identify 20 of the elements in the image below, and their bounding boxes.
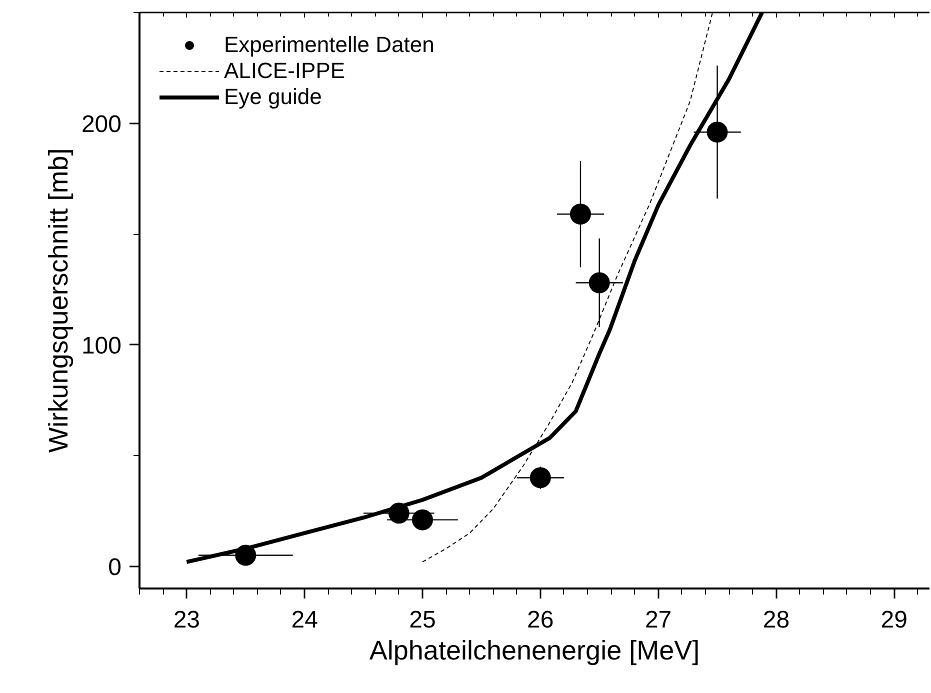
legend-label: Eye guide <box>224 84 322 110</box>
y-tick-label: 200 <box>81 110 122 138</box>
y-tick-label: 0 <box>108 554 122 581</box>
x-tick-label: 26 <box>527 606 554 634</box>
legend-label: ALICE-IPPE <box>224 58 346 84</box>
legend-label: Experimentelle Daten <box>224 32 434 58</box>
x-tick-label: 29 <box>880 606 908 634</box>
point <box>570 204 591 225</box>
point <box>412 509 433 530</box>
x-tick-label: 24 <box>291 606 318 634</box>
x-tick-label: 27 <box>644 606 672 634</box>
point <box>588 272 610 294</box>
x-axis-title: Alphateilchenenergie [MeV] <box>369 636 700 666</box>
point <box>706 122 728 143</box>
x-tick-label: 28 <box>762 606 790 634</box>
y-tick-label: 100 <box>81 332 122 360</box>
y-axis-title: Wirkungsquerschnitt [mb] <box>43 148 74 453</box>
point <box>530 467 551 488</box>
x-tick-label: 25 <box>409 606 436 634</box>
x-tick-label: 23 <box>173 606 200 634</box>
